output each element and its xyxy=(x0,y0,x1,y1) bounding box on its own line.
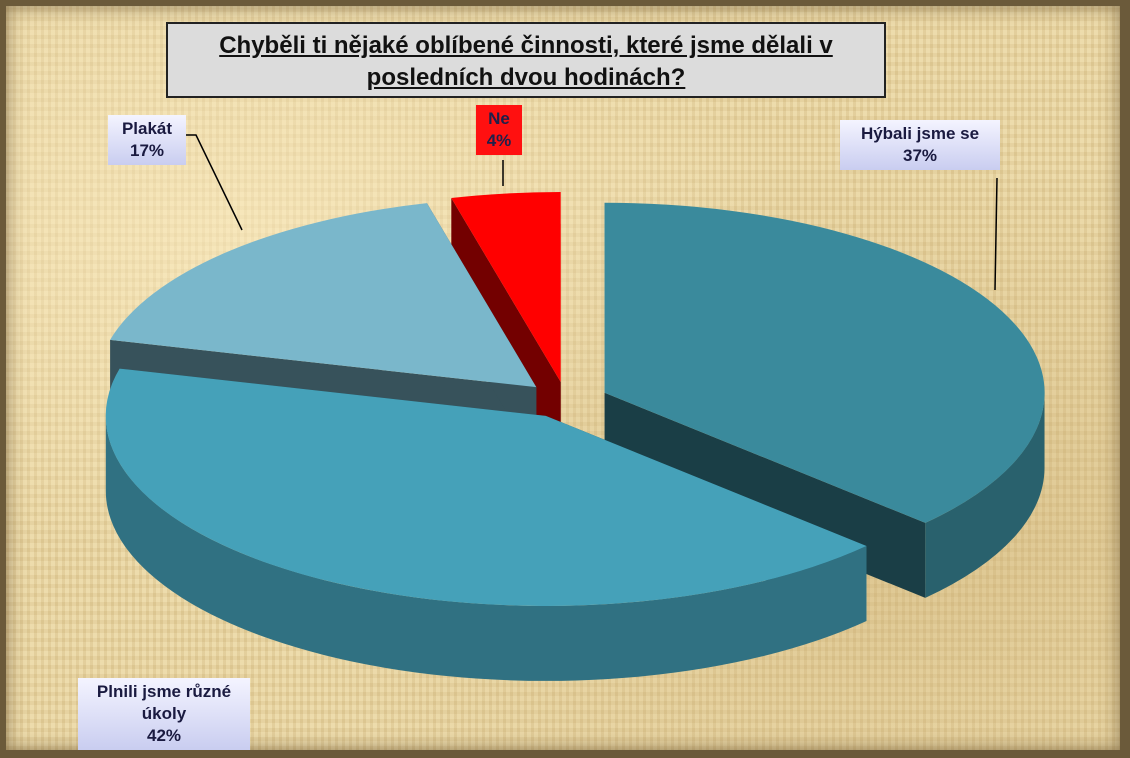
slice xyxy=(110,203,537,388)
leader-lines xyxy=(186,134,998,291)
chart xyxy=(105,134,1045,681)
label-value: 37% xyxy=(902,146,938,165)
slice xyxy=(604,202,1045,523)
leader-line xyxy=(994,177,998,291)
label-category: Hýbali jsme se xyxy=(860,124,980,143)
label-value: 4% xyxy=(486,131,512,150)
slice xyxy=(451,192,561,383)
leader-line xyxy=(186,134,243,231)
chart-title: Chyběli ti nějaké oblíbené činnosti, kte… xyxy=(166,22,886,98)
label-category: Plnili jsme různé úkoly xyxy=(96,682,232,723)
data-label: Hýbali jsme se 37% xyxy=(840,120,1000,170)
slice xyxy=(105,368,867,606)
label-category: Ne xyxy=(488,109,510,128)
slice-side xyxy=(925,392,1045,598)
label-value: 17% xyxy=(129,141,165,160)
label-value: 42% xyxy=(146,726,182,745)
data-label: Plnili jsme různé úkoly 42% xyxy=(78,678,250,750)
pie xyxy=(105,192,1045,681)
data-label: Plakát 17% xyxy=(108,115,186,165)
chart-area: Chyběli ti nějaké oblíbené činnosti, kte… xyxy=(6,6,1120,750)
slice-side xyxy=(105,415,867,681)
data-label: Ne 4% xyxy=(476,105,522,155)
label-category: Plakát xyxy=(121,119,173,138)
